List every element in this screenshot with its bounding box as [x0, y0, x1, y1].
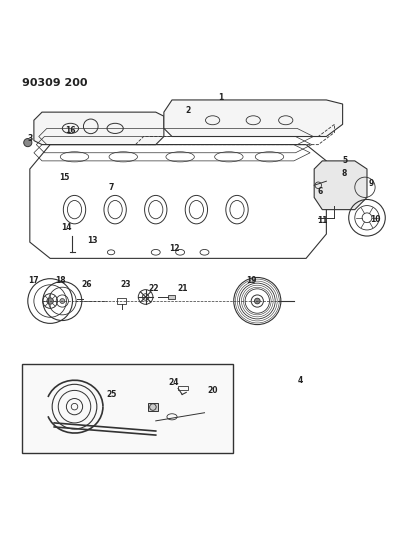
Text: 13: 13 [88, 236, 98, 245]
Text: 6: 6 [318, 187, 323, 196]
Text: 7: 7 [108, 183, 114, 192]
Polygon shape [314, 161, 367, 209]
Text: 17: 17 [29, 276, 39, 285]
Text: 11: 11 [317, 216, 328, 225]
Bar [117, 298, 126, 304]
Ellipse shape [60, 298, 65, 303]
Text: 10: 10 [370, 215, 380, 224]
Text: 20: 20 [207, 386, 218, 395]
Text: 21: 21 [177, 284, 187, 293]
Text: 5: 5 [342, 156, 347, 165]
Circle shape [24, 139, 32, 147]
Polygon shape [34, 112, 164, 144]
Text: 25: 25 [106, 390, 116, 399]
Bar [22, 364, 233, 454]
Text: 18: 18 [55, 276, 65, 285]
Text: 26: 26 [81, 280, 92, 289]
Circle shape [47, 298, 54, 304]
Polygon shape [164, 100, 343, 136]
Text: 24: 24 [169, 378, 179, 387]
Text: 3: 3 [27, 134, 32, 143]
Text: 19: 19 [246, 276, 256, 285]
Bar [168, 295, 175, 299]
Text: 16: 16 [65, 126, 76, 135]
Text: 15: 15 [59, 173, 70, 182]
Bar [178, 386, 188, 390]
Circle shape [254, 298, 260, 304]
Text: 2: 2 [186, 106, 191, 115]
Text: 12: 12 [169, 244, 179, 253]
Bar [148, 403, 158, 411]
Text: 8: 8 [342, 168, 347, 177]
Text: 22: 22 [148, 284, 159, 293]
Text: 1: 1 [218, 93, 223, 102]
Text: 23: 23 [120, 280, 130, 289]
Text: 9: 9 [369, 179, 374, 188]
Text: 14: 14 [61, 223, 72, 232]
Text: 4: 4 [297, 376, 303, 385]
Text: 90309 200: 90309 200 [22, 78, 87, 87]
